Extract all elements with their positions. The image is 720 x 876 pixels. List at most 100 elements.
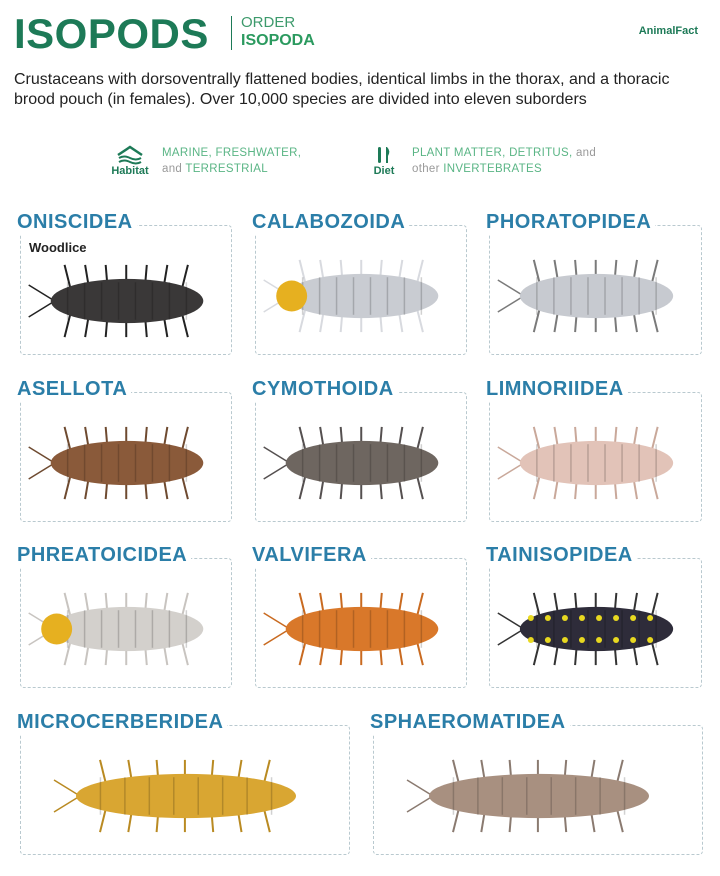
suborder-card: CYMOTHOIDA (252, 378, 467, 522)
order-label: ORDER (241, 14, 296, 31)
spot (527, 637, 534, 644)
order-name: ISOPODA (241, 32, 315, 49)
spot (561, 637, 568, 644)
isopod-image (497, 426, 674, 500)
fork-knife-icon (378, 147, 390, 163)
suborder-card: ASELLOTA (17, 378, 232, 522)
antenna (263, 462, 291, 480)
suborder-title: MICROCERBERIDEA (17, 711, 228, 734)
page-title: ISOPODS (14, 10, 209, 57)
antenna (406, 779, 434, 797)
suborder-title: CYMOTHOIDA (252, 378, 398, 401)
antenna (497, 462, 525, 480)
spot (596, 614, 603, 621)
body (519, 440, 674, 486)
body (285, 606, 439, 652)
diet-label: Diet (373, 165, 395, 177)
diet-line1: PLANT MATTER, DETRITUS, (412, 147, 573, 159)
suborder-card: PHORATOPIDEA (486, 211, 702, 355)
suborder-card: VALVIFERA (252, 544, 467, 688)
antenna (497, 446, 525, 464)
spot (630, 637, 637, 644)
suborder-card: MICROCERBERIDEA (17, 711, 350, 855)
antenna (28, 300, 56, 318)
logo: AnimalFact (638, 25, 698, 37)
suborder-title: LIMNORIIDEA (486, 378, 628, 401)
spot (613, 637, 620, 644)
spot (630, 614, 637, 621)
title-divider (231, 16, 232, 50)
suborder-card: TAINISOPIDEA (486, 544, 702, 688)
spot (647, 637, 654, 644)
body (285, 273, 439, 319)
diet-fact: Diet PLANT MATTER, DETRITUS, and other I… (362, 145, 596, 177)
suborder-title: ONISCIDEA (17, 211, 137, 234)
isopod-image (263, 592, 439, 666)
antenna (406, 795, 434, 813)
suborder-card: LIMNORIIDEA (486, 378, 702, 522)
spot (596, 637, 603, 644)
diet-other: other (412, 163, 444, 175)
suborder-title: PHREATOICIDEA (17, 544, 192, 567)
isopod-image (28, 592, 204, 666)
antenna (497, 612, 525, 630)
spot (544, 614, 551, 621)
body (285, 440, 439, 486)
head (41, 613, 73, 645)
antenna (263, 612, 291, 630)
antenna (53, 795, 81, 813)
body (76, 773, 296, 819)
isopod-image (28, 264, 204, 338)
suborder-card: ONISCIDEA Woodlice (17, 211, 232, 355)
spot (527, 614, 534, 621)
suborder-title: CALABOZOIDA (252, 211, 410, 234)
spot (561, 614, 568, 621)
spot (647, 614, 654, 621)
spot (544, 637, 551, 644)
diet-and: and (572, 147, 597, 159)
suborder-title: ASELLOTA (17, 378, 132, 401)
antenna (497, 628, 525, 646)
suborder-title: TAINISOPIDEA (486, 544, 637, 567)
suborder-title: VALVIFERA (252, 544, 371, 567)
spot (613, 614, 620, 621)
antenna (28, 284, 56, 302)
antenna (28, 446, 56, 464)
isopod-image (53, 759, 296, 833)
habitat-label: Habitat (111, 165, 149, 177)
habitat-icon (117, 145, 143, 165)
spot (578, 637, 585, 644)
habitat-line2: TERRESTRIAL (185, 163, 268, 175)
antenna (263, 446, 291, 464)
isopod-image (263, 426, 439, 500)
suborder-title: PHORATOPIDEA (486, 211, 656, 234)
common-name: Woodlice (29, 240, 87, 255)
suborder-title: SPHAEROMATIDEA (370, 711, 570, 734)
isopod-image (406, 759, 649, 833)
habitat-and: and (162, 163, 186, 175)
isopod-image (497, 259, 674, 333)
spot (578, 614, 585, 621)
diet-line2: INVERTEBRATES (443, 163, 542, 175)
antenna (497, 279, 525, 297)
body (50, 606, 204, 652)
isopod-image (28, 426, 204, 500)
suborder-card: CALABOZOIDA (252, 211, 467, 355)
description: Crustaceans with dorsoventrally flattene… (14, 71, 670, 108)
body (519, 273, 674, 319)
isopod-image (497, 592, 674, 666)
antenna (28, 462, 56, 480)
habitat-line1: MARINE, FRESHWATER, (162, 147, 302, 159)
habitat-fact: Habitat MARINE, FRESHWATER, and TERRESTR… (104, 145, 301, 177)
suborder-card: PHREATOICIDEA (17, 544, 232, 688)
body (50, 278, 204, 324)
antenna (497, 295, 525, 313)
antenna (263, 628, 291, 646)
body (519, 606, 674, 652)
antenna (53, 779, 81, 797)
body (429, 773, 649, 819)
suborder-card: SPHAEROMATIDEA (370, 711, 703, 855)
head (276, 280, 308, 312)
isopod-image (263, 259, 439, 333)
body (50, 440, 204, 486)
